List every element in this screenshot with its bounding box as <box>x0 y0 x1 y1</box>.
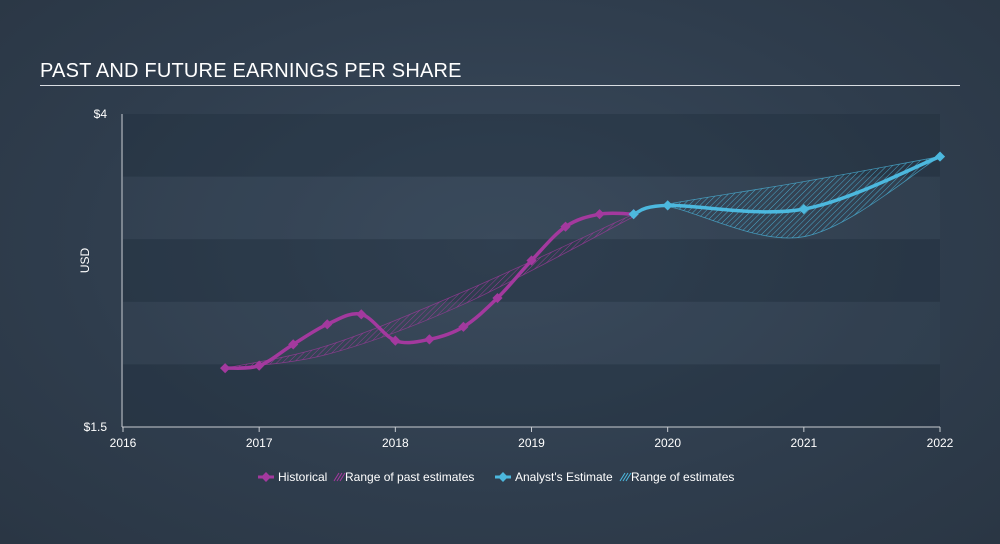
legend-label: Range of past estimates <box>345 470 474 484</box>
legend-label: Range of estimates <box>631 470 734 484</box>
historical-point <box>424 334 435 345</box>
x-tick-label: 2019 <box>518 436 545 450</box>
legend-hatch-icon <box>625 472 632 482</box>
axes <box>121 114 941 432</box>
legend: Historical Range of past estimates Analyst… <box>258 470 734 484</box>
y-tick-label: $4 <box>94 107 108 121</box>
chart-title: PAST AND FUTURE EARNINGS PER SHARE <box>40 60 462 82</box>
historical-point <box>390 335 401 346</box>
x-tick-label: 2017 <box>246 436 273 450</box>
historical-point <box>526 255 537 266</box>
estimate-point <box>662 200 673 211</box>
analyst-estimate-line <box>631 154 942 216</box>
plot-band <box>123 301 940 365</box>
y-tick-label: $1.5 <box>84 420 108 434</box>
plot-band <box>123 364 940 427</box>
legend-hatch-icon <box>333 472 340 482</box>
x-tick-label: 2016 <box>110 436 137 450</box>
legend-hatch-icon <box>619 472 626 482</box>
legend-diamond-icon <box>498 472 508 482</box>
legend-hatch-icon <box>622 472 629 482</box>
legend-diamond-icon <box>261 472 271 482</box>
historical-point <box>356 309 367 320</box>
plot-background-bands <box>123 114 940 427</box>
x-tick-label: 2018 <box>382 436 409 450</box>
title-divider <box>40 85 960 86</box>
plot-band <box>123 114 940 177</box>
historical-point <box>458 321 469 332</box>
historical-point <box>492 292 503 304</box>
x-tick-label: 2022 <box>927 436 954 450</box>
historical-point <box>220 363 231 374</box>
legend-hatch-icon <box>336 472 343 482</box>
legend-hatch-icon <box>339 472 346 482</box>
historical-point <box>254 360 265 371</box>
legend-label: Analyst's Estimate <box>515 470 613 484</box>
legend-label: Historical <box>278 470 327 484</box>
y-axis-label: USD <box>78 248 92 274</box>
x-tick-label: 2020 <box>654 436 681 450</box>
historical-point <box>288 339 299 350</box>
x-tick-label: 2021 <box>790 436 817 450</box>
historical-point <box>322 319 333 330</box>
historical-point <box>560 221 571 232</box>
